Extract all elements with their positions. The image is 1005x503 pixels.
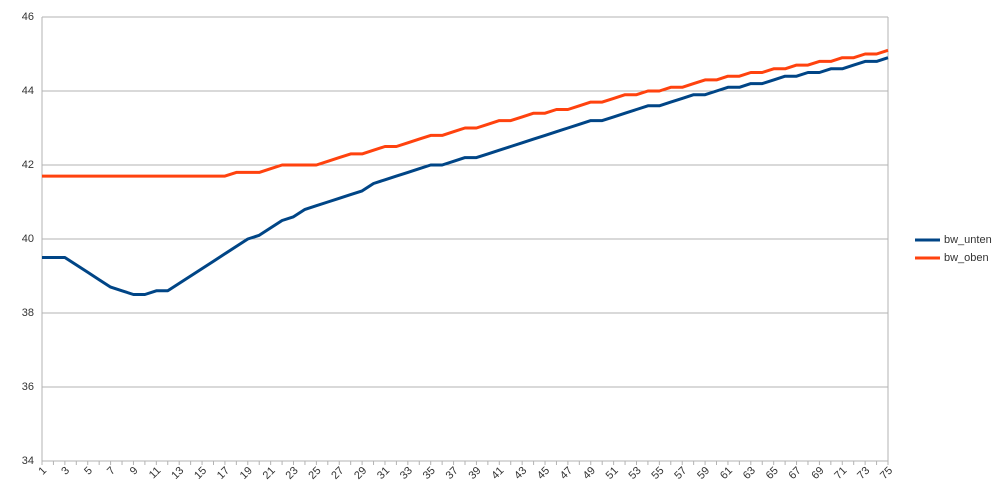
x-tick-label: 65 [764,465,781,482]
x-tick-label: 35 [421,465,438,482]
x-tick-label: 23 [284,465,301,482]
x-tick-label: 39 [466,465,483,482]
x-tick-label: 21 [261,465,278,482]
y-tick-label: 42 [22,159,34,171]
x-tick-label: 29 [352,465,369,482]
x-tick-label: 61 [718,465,735,482]
x-tick-label: 33 [398,465,415,482]
x-tick-label: 55 [649,465,666,482]
x-tick-label: 41 [489,465,506,482]
x-tick-label: 31 [375,465,392,482]
x-tick-label: 57 [672,465,689,482]
x-tick-label: 1 [36,465,49,478]
series-line [42,56,889,296]
x-tick-label: 9 [128,465,141,478]
y-tick-label: 44 [22,85,34,97]
y-tick-label: 46 [22,11,34,23]
x-tick-label: 17 [215,465,232,482]
y-tick-label: 40 [22,233,34,245]
x-tick-label: 73 [855,465,872,482]
x-tick-label: 25 [306,465,323,482]
x-tick-label: 47 [558,465,575,482]
x-tick-label: 43 [512,465,529,482]
y-tick-label: 38 [22,307,34,319]
x-tick-label: 53 [627,465,644,482]
x-tick-label: 15 [192,465,209,482]
x-tick-label: 49 [581,465,598,482]
x-tick-label: 13 [169,465,186,482]
x-tick-label: 51 [604,465,621,482]
x-tick-label: 19 [238,465,255,482]
y-tick-label: 34 [22,455,34,467]
x-tick-label: 71 [832,465,849,482]
x-tick-label: 7 [105,465,118,478]
legend-label: bw_oben [944,252,989,264]
legend-label: bw_unten [944,234,992,246]
x-tick-label: 59 [695,465,712,482]
x-tick-label: 63 [741,465,758,482]
x-tick-label: 5 [82,465,95,478]
x-tick-label: 11 [147,465,164,482]
x-tick-label: 75 [878,465,895,482]
y-tick-label: 36 [22,381,34,393]
x-tick-label: 27 [329,465,346,482]
x-tick-label: 69 [809,465,826,482]
series-line [42,48,889,178]
x-tick-label: 67 [787,465,804,482]
x-tick-label: 37 [444,465,461,482]
x-tick-label: 3 [59,465,72,478]
x-tick-label: 45 [535,465,552,482]
